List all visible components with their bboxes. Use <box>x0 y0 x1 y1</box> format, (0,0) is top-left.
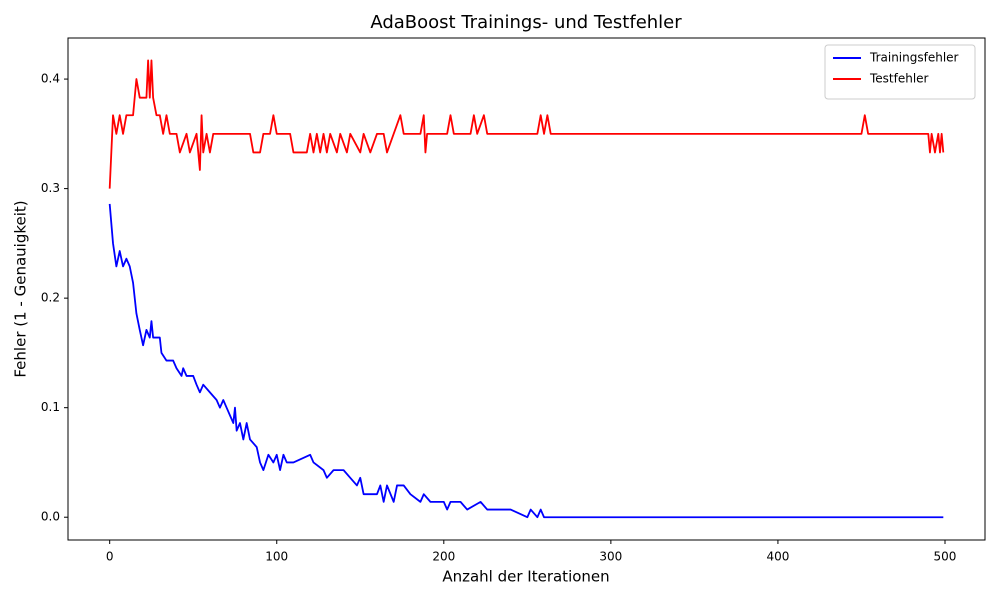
legend-box <box>824 44 976 100</box>
chart-title: AdaBoost Trainings- und Testfehler <box>370 12 682 33</box>
x-tick-label: 300 <box>599 550 622 564</box>
x-tick-label: 200 <box>432 550 455 564</box>
x-tick-label: 100 <box>265 550 288 564</box>
legend-label: Testfehler <box>869 72 929 86</box>
y-axis-label: Fehler (1 - Genauigkeit) <box>12 200 30 377</box>
line-series <box>108 203 944 519</box>
y-tick-label: 0.3 <box>41 181 60 195</box>
legend-label: Trainingsfehler <box>869 51 959 65</box>
y-tick-label: 0.4 <box>41 72 60 86</box>
line-series <box>108 59 945 189</box>
y-tick-label: 0.2 <box>41 291 60 305</box>
x-axis-label: Anzahl der Iterationen <box>442 568 609 586</box>
y-tick-label: 0.0 <box>41 510 60 524</box>
x-tick-label: 0 <box>106 550 114 564</box>
plot-frame <box>67 37 986 541</box>
x-tick-label: 500 <box>934 550 957 564</box>
y-tick-label: 0.1 <box>41 400 60 414</box>
x-tick-label: 400 <box>766 550 789 564</box>
